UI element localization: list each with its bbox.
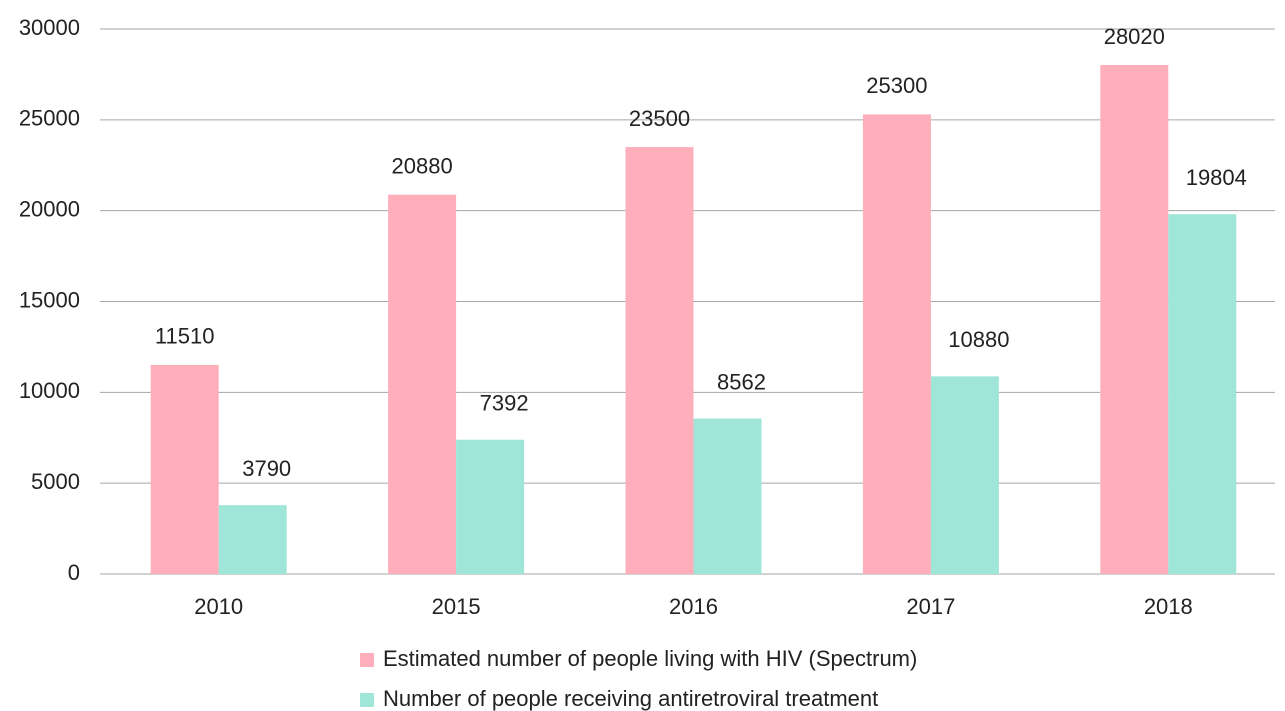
legend-label: Number of people receiving antiretrovira… — [383, 686, 878, 711]
data-label: 19804 — [1186, 165, 1247, 190]
x-tick-label: 2017 — [906, 594, 955, 619]
bar — [1100, 64, 1169, 574]
data-label: 23500 — [629, 106, 690, 131]
data-label: 25300 — [866, 73, 927, 98]
x-tick-label: 2015 — [432, 594, 481, 619]
bar — [625, 147, 694, 575]
data-label: 11510 — [155, 324, 215, 349]
y-tick-label: 5000 — [31, 469, 80, 494]
bar — [388, 194, 457, 574]
bar — [693, 418, 762, 574]
data-label: 7392 — [480, 391, 529, 416]
bar — [150, 364, 219, 574]
bar — [456, 439, 525, 574]
legend-swatch — [360, 693, 374, 707]
bar — [1168, 214, 1237, 574]
data-label: 10880 — [948, 327, 1009, 352]
legend-label: Estimated number of people living with H… — [383, 646, 917, 671]
bar — [218, 505, 287, 574]
x-tick-label: 2018 — [1144, 594, 1193, 619]
y-tick-label: 25000 — [19, 106, 80, 131]
data-label: 20880 — [392, 153, 453, 178]
legend-swatch — [360, 653, 374, 667]
x-tick-label: 2010 — [194, 594, 243, 619]
data-label: 28020 — [1104, 24, 1165, 49]
y-tick-label: 15000 — [19, 287, 80, 312]
x-tick-label: 2016 — [669, 594, 718, 619]
y-tick-label: 20000 — [19, 196, 80, 221]
y-tick-label: 10000 — [19, 378, 80, 403]
data-label: 3790 — [242, 456, 291, 481]
bar — [862, 114, 931, 574]
y-tick-label: 30000 — [19, 15, 80, 40]
y-tick-label: 0 — [68, 560, 80, 585]
bar — [930, 376, 999, 574]
data-label: 8562 — [717, 369, 766, 394]
